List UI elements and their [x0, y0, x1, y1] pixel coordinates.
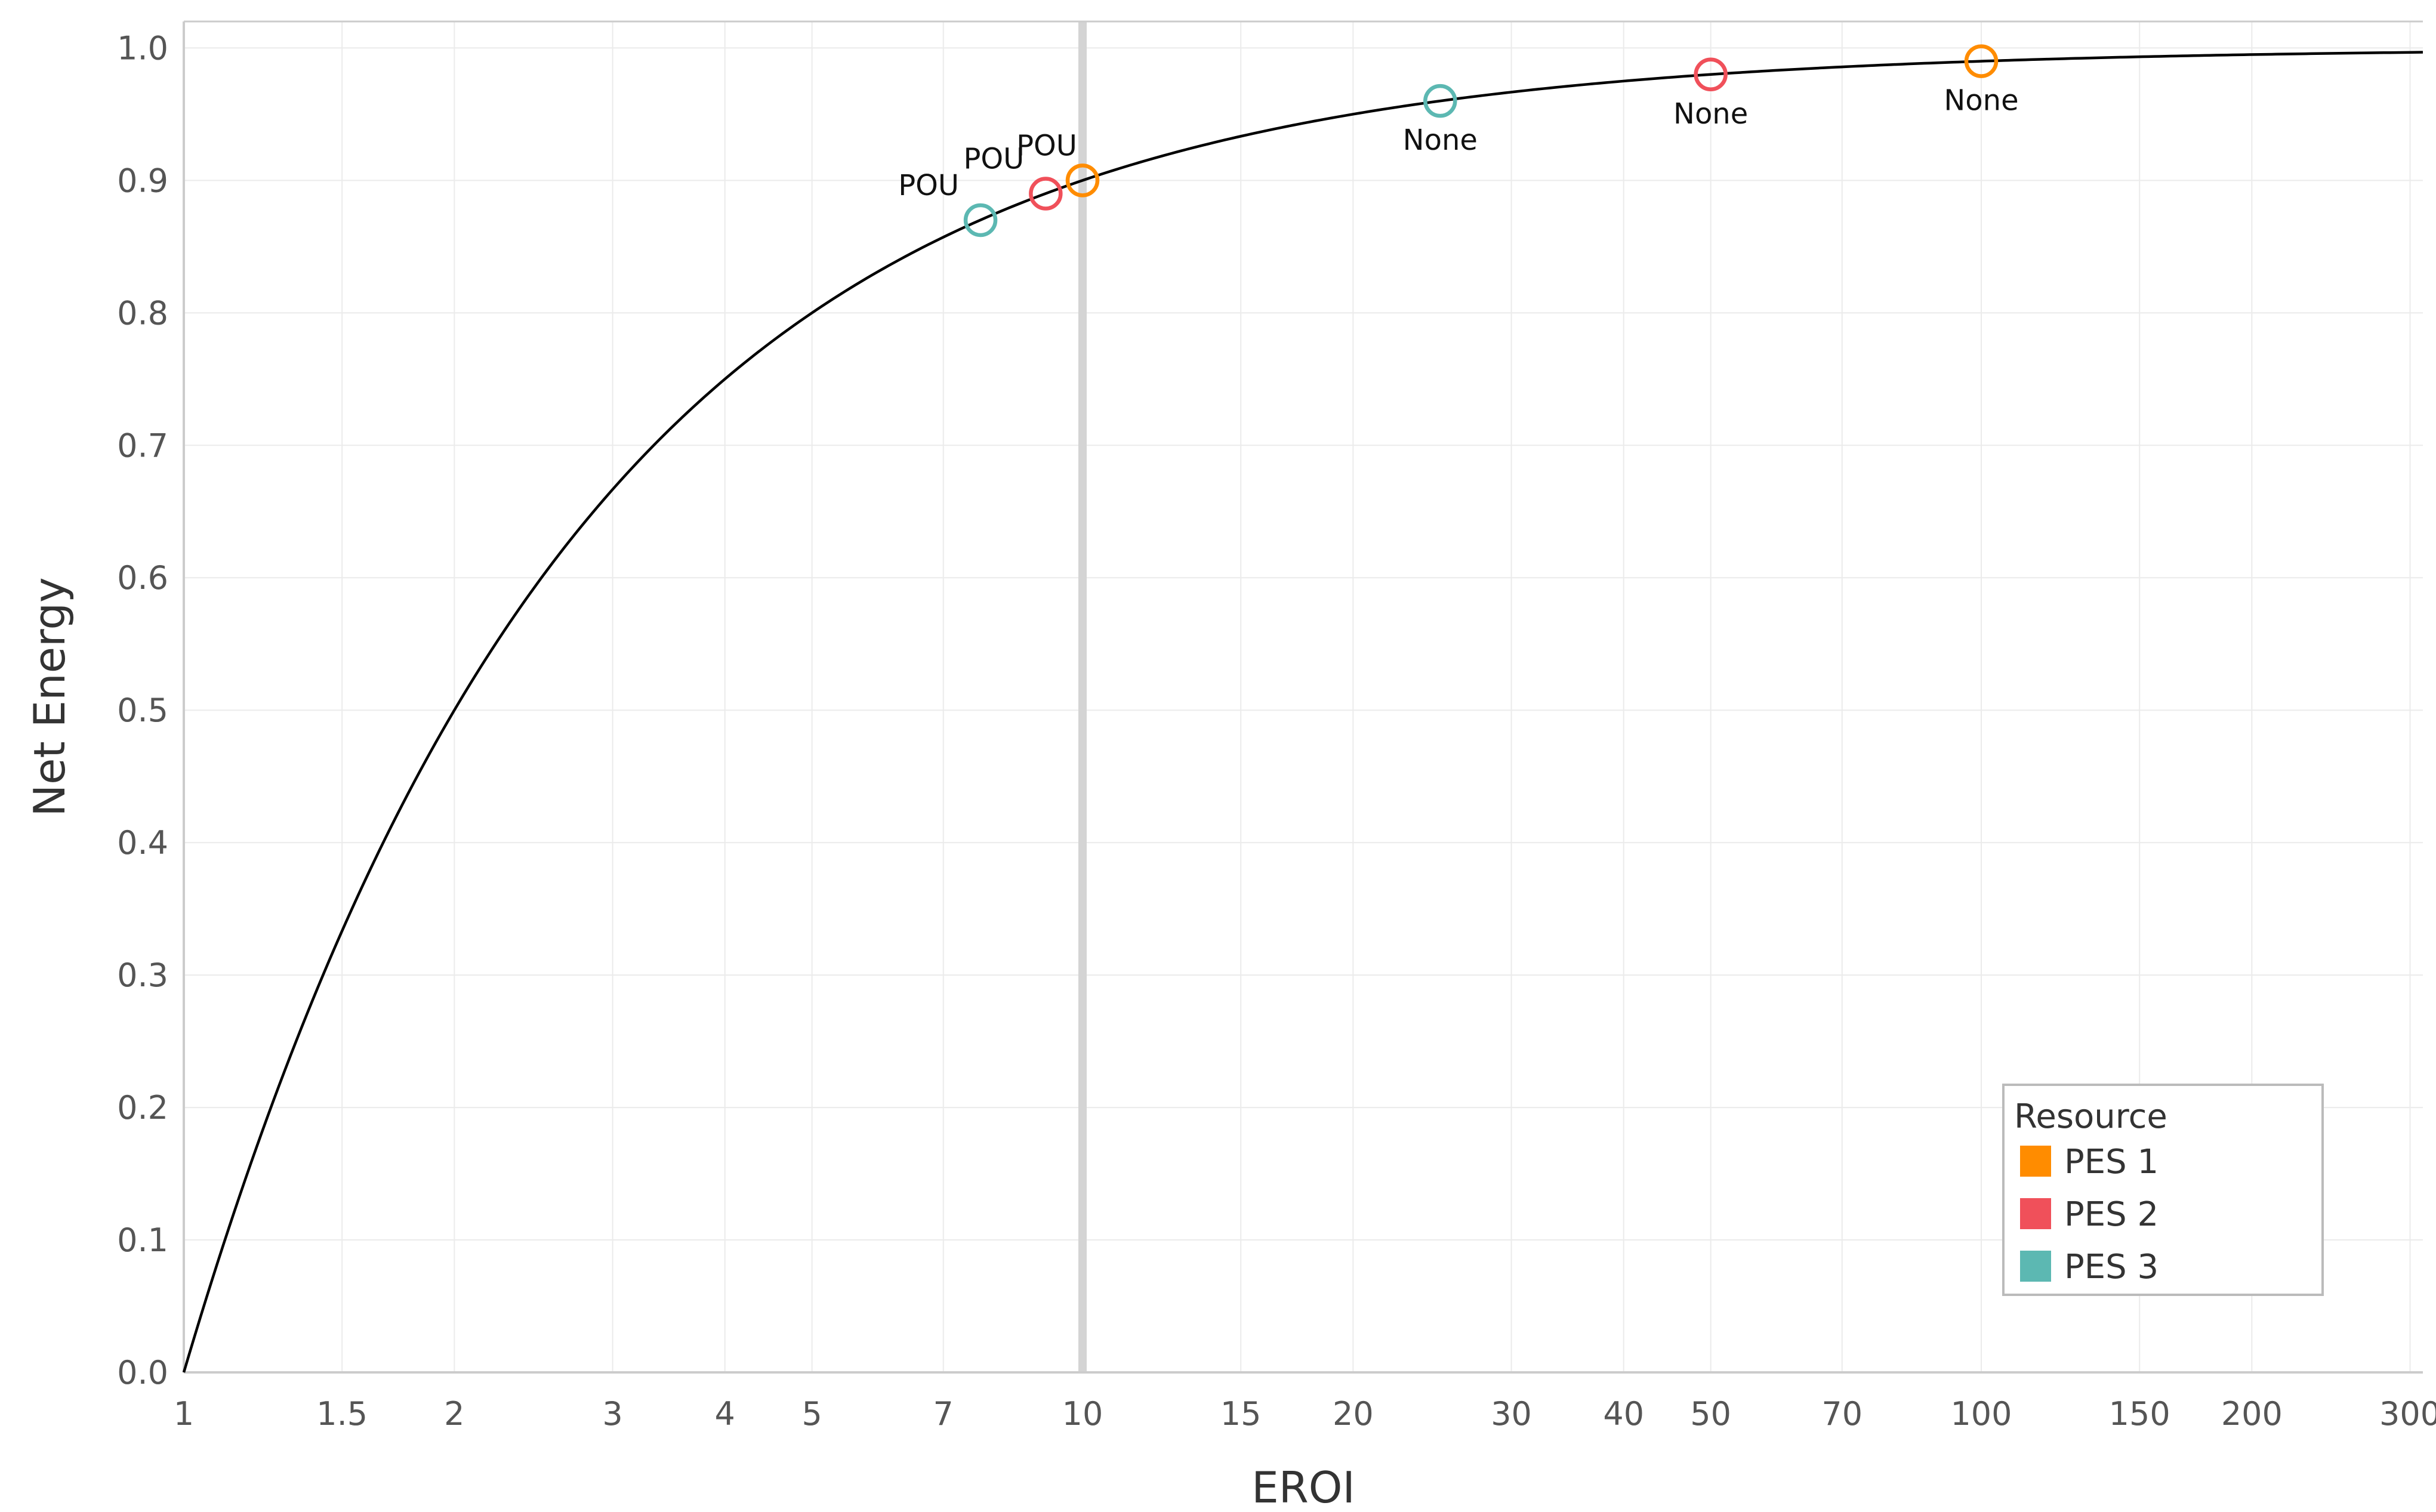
axis-layer: [183, 20, 2423, 1374]
x-tick-label: 1: [174, 1395, 194, 1433]
x-tick-label: 7: [933, 1395, 954, 1433]
x-tick-label: 10: [1062, 1395, 1103, 1433]
legend-item-label: PES 3: [2064, 1248, 2159, 1286]
legend-box: [2002, 1084, 2324, 1296]
data-point: [1423, 84, 1457, 118]
x-tick-label: 15: [1220, 1395, 1262, 1433]
point-label: None: [1403, 124, 1478, 157]
y-axis-title: Net Energy: [24, 577, 75, 816]
point-label: POU: [963, 143, 1024, 176]
x-tick-label: 300: [2379, 1395, 2436, 1433]
data-point: [1029, 177, 1063, 211]
x-tick-labels: 1 1.5 2 3 4 5 7 10 15 20 30 40 50 70 100 150 200 300: [174, 1395, 2436, 1433]
x-tick-label: 70: [1821, 1395, 1863, 1433]
legend-title: Resource: [2014, 1097, 2167, 1136]
y-tick-label: 0.7: [117, 427, 168, 464]
y-tick-label: 1.0: [117, 29, 168, 67]
curve-layer: [182, 51, 2423, 1373]
x-tick-label: 100: [1950, 1395, 2012, 1433]
legend-item-label: PES 2: [2064, 1195, 2159, 1234]
y-tick-label: 0.6: [117, 559, 168, 597]
x-tick-label: 40: [1603, 1395, 1644, 1433]
grid-layer: [183, 21, 2423, 1373]
x-tick-label: 50: [1690, 1395, 1731, 1433]
legend-item-label: PES 1: [2064, 1143, 2159, 1181]
y-tick-labels: 0.0 0.1 0.2 0.3 0.4 0.5 0.6 0.7 0.8 0.9 1.0: [117, 29, 168, 1391]
data-point: [1694, 57, 1728, 92]
y-tick-label: 0.8: [117, 294, 168, 332]
y-tick-label: 0.1: [117, 1221, 168, 1259]
y-tick-label: 0.9: [117, 162, 168, 199]
legend-items: PES 1 PES 2 PES 3: [2020, 1143, 2159, 1286]
data-point: [1065, 163, 1100, 198]
legend-swatch: [2020, 1251, 2051, 1282]
x-tick-label: 150: [2109, 1395, 2170, 1433]
points-layer: POU None POU None POU None: [898, 44, 2019, 237]
point-label: None: [1673, 97, 1748, 131]
x-tick-label: 2: [444, 1395, 464, 1433]
y-tick-label: 0.2: [117, 1089, 168, 1127]
x-tick-label: 1.5: [316, 1395, 368, 1433]
point-label: None: [1944, 84, 2018, 118]
y-tick-label: 0.3: [117, 956, 168, 994]
legend-swatch: [2020, 1146, 2051, 1177]
y-tick-label: 0.0: [117, 1354, 168, 1391]
legend-swatch: [2020, 1198, 2051, 1229]
x-axis-title: EROI: [1251, 1462, 1355, 1512]
data-point: [1964, 44, 1999, 78]
x-tick-label: 20: [1333, 1395, 1374, 1433]
x-tick-label: 5: [801, 1395, 822, 1433]
x-tick-label: 30: [1491, 1395, 1532, 1433]
y-tick-label: 0.4: [117, 824, 168, 862]
point-label: POU: [898, 169, 959, 202]
data-point: [963, 203, 998, 237]
y-tick-label: 0.5: [117, 692, 168, 729]
x-tick-label: 4: [715, 1395, 735, 1433]
x-tick-label: 200: [2221, 1395, 2283, 1433]
net-energy-curve: [182, 51, 2423, 1373]
legend: Resource PES 1 PES 2 PES 3: [2002, 1084, 2324, 1296]
point-label: POU: [1016, 129, 1077, 162]
x-tick-label: 3: [602, 1395, 622, 1433]
